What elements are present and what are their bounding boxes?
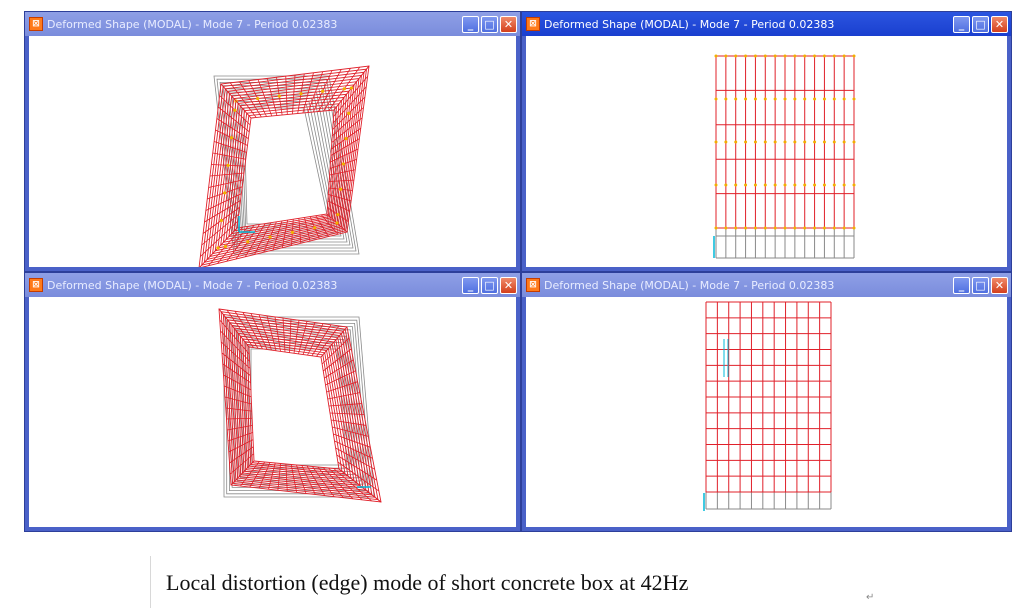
window-titlebar[interactable]: ⊠ Deformed Shape (MODAL) - Mode 7 - Peri… (522, 273, 1011, 297)
sap2000-app-icon[interactable]: ⊠ (29, 17, 43, 31)
model-viewport[interactable] (526, 297, 1007, 527)
deformed-shape-view (713, 54, 856, 259)
maximize-icon[interactable]: □ (972, 276, 989, 294)
deformed-shape-view (218, 308, 382, 503)
window-title: Deformed Shape (MODAL) - Mode 7 - Period… (47, 278, 338, 292)
window-title: Deformed Shape (MODAL) - Mode 7 - Period… (544, 278, 835, 292)
window-top-right[interactable]: ⊠ Deformed Shape (MODAL) - Mode 7 - Peri… (521, 11, 1012, 272)
model-viewport[interactable] (29, 36, 516, 267)
window-titlebar[interactable]: ⊠ Deformed Shape (MODAL) - Mode 7 - Peri… (25, 273, 520, 297)
window-title: Deformed Shape (MODAL) - Mode 7 - Period… (47, 17, 338, 31)
paragraph-mark: ↵ (866, 592, 875, 603)
model-viewport[interactable] (29, 297, 516, 527)
window-bottom-right[interactable]: ⊠ Deformed Shape (MODAL) - Mode 7 - Peri… (521, 272, 1012, 532)
figure-caption: Local distortion (edge) mode of short co… (166, 570, 689, 595)
window-bottom-left[interactable]: ⊠ Deformed Shape (MODAL) - Mode 7 - Peri… (24, 272, 521, 532)
maximize-icon[interactable]: □ (481, 276, 498, 294)
close-icon[interactable]: ✕ (500, 15, 517, 33)
close-icon[interactable]: ✕ (991, 276, 1008, 294)
text-cursor-guide (150, 556, 151, 608)
maximize-icon[interactable]: □ (481, 15, 498, 33)
sap2000-app-icon[interactable]: ⊠ (526, 278, 540, 292)
minimize-icon[interactable]: _ (953, 15, 970, 33)
minimize-icon[interactable]: _ (953, 276, 970, 294)
close-icon[interactable]: ✕ (991, 15, 1008, 33)
minimize-icon[interactable]: _ (462, 15, 479, 33)
sap2000-app-icon[interactable]: ⊠ (29, 278, 43, 292)
window-title: Deformed Shape (MODAL) - Mode 7 - Period… (544, 17, 835, 31)
maximize-icon[interactable]: □ (972, 15, 989, 33)
deformed-shape-view (703, 301, 832, 511)
model-viewport[interactable] (526, 36, 1007, 267)
close-icon[interactable]: ✕ (500, 276, 517, 294)
sap2000-app-icon[interactable]: ⊠ (526, 17, 540, 31)
window-titlebar[interactable]: ⊠ Deformed Shape (MODAL) - Mode 7 - Peri… (522, 12, 1011, 36)
window-titlebar[interactable]: ⊠ Deformed Shape (MODAL) - Mode 7 - Peri… (25, 12, 520, 36)
window-top-left[interactable]: ⊠ Deformed Shape (MODAL) - Mode 7 - Peri… (24, 11, 521, 272)
deformed-shape-view (198, 65, 370, 267)
minimize-icon[interactable]: _ (462, 276, 479, 294)
